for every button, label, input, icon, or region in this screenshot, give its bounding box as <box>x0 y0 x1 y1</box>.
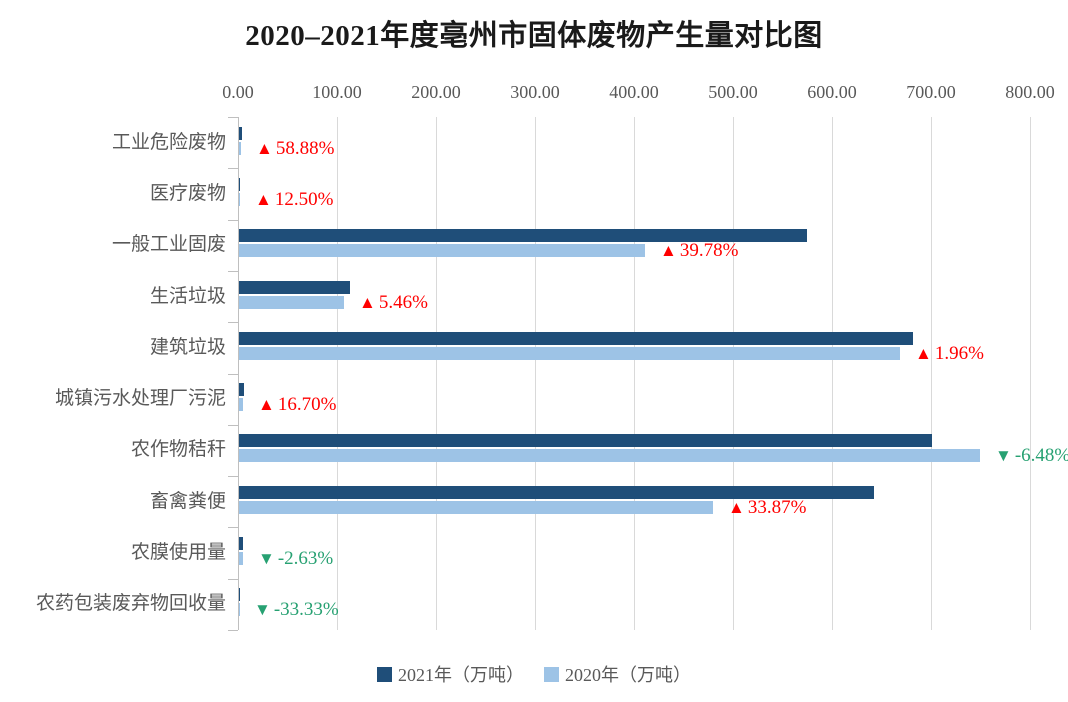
bar-2020 <box>239 142 241 155</box>
legend-swatch-2020 <box>544 666 559 682</box>
category-label: 医疗废物 <box>149 183 226 204</box>
change-value: 33.87% <box>747 497 807 518</box>
category-axis-tick <box>228 117 238 118</box>
gridline <box>337 117 338 630</box>
bar-2021 <box>239 537 243 550</box>
bar-2020 <box>239 552 243 565</box>
gridline <box>1030 117 1031 630</box>
change-annotation: ▲ 1.96% <box>915 343 984 364</box>
change-annotation: ▲ 58.88% <box>256 138 335 159</box>
x-tick-label: 400.00 <box>609 82 659 102</box>
change-value: 58.88% <box>275 138 335 159</box>
category-label: 一般工业固废 <box>111 234 226 255</box>
bar-2021 <box>239 332 914 345</box>
change-value: 12.50% <box>274 189 334 210</box>
legend: 2021年（万吨） 2020年（万吨） <box>0 661 1068 687</box>
up-triangle-icon: ▲ <box>255 190 272 209</box>
category-label: 农膜使用量 <box>130 542 226 563</box>
legend-swatch-2021 <box>377 666 392 682</box>
category-label: 畜禽粪便 <box>149 491 226 512</box>
bar-2020 <box>239 501 714 514</box>
x-tick-label: 300.00 <box>510 82 560 102</box>
change-value: 5.46% <box>378 292 428 313</box>
change-annotation: ▲ 33.87% <box>728 497 807 518</box>
category-axis-tick <box>228 220 238 221</box>
up-triangle-icon: ▲ <box>728 498 745 517</box>
change-annotation: ▲ 5.46% <box>359 292 428 313</box>
gridline <box>535 117 536 630</box>
bar-2021 <box>239 434 932 447</box>
bar-2020 <box>239 347 901 360</box>
up-triangle-icon: ▲ <box>660 241 677 260</box>
change-value: 16.70% <box>277 394 337 415</box>
up-triangle-icon: ▲ <box>256 139 273 158</box>
value-axis-line <box>238 117 239 630</box>
change-annotation: ▼ -2.63% <box>258 548 334 569</box>
legend-item-2020: 2020年（万吨） <box>544 661 691 687</box>
change-annotation: ▲ 12.50% <box>255 189 334 210</box>
gridline <box>436 117 437 630</box>
x-tick-label: 500.00 <box>708 82 758 102</box>
bar-2020 <box>239 193 240 206</box>
change-value: -6.48% <box>1014 445 1068 466</box>
category-axis-tick <box>228 527 238 528</box>
category-axis-tick <box>228 579 238 580</box>
category-axis-tick <box>228 425 238 426</box>
bar-2020 <box>239 449 980 462</box>
change-value: 39.78% <box>679 240 739 261</box>
category-axis-tick <box>228 322 238 323</box>
category-axis-tick <box>228 374 238 375</box>
category-axis-tick <box>228 168 238 169</box>
down-triangle-icon: ▼ <box>258 549 275 568</box>
bar-2020 <box>239 244 646 257</box>
x-tick-label: 0.00 <box>222 82 254 102</box>
legend-item-2021: 2021年（万吨） <box>377 661 524 687</box>
gridline <box>931 117 932 630</box>
bar-2021 <box>239 486 875 499</box>
gridline <box>832 117 833 630</box>
gridline <box>733 117 734 630</box>
up-triangle-icon: ▲ <box>915 344 932 363</box>
change-value: -2.63% <box>277 548 334 569</box>
down-triangle-icon: ▼ <box>995 446 1012 465</box>
bar-2021 <box>239 178 240 191</box>
legend-label-2021: 2021年（万吨） <box>398 665 524 685</box>
x-tick-label: 600.00 <box>807 82 857 102</box>
change-annotation: ▲ 39.78% <box>660 240 739 261</box>
gridline <box>634 117 635 630</box>
change-annotation: ▼ -6.48% <box>995 445 1068 466</box>
bar-2021 <box>239 127 242 140</box>
category-label: 工业危险废物 <box>111 132 226 153</box>
bar-2020 <box>239 398 244 411</box>
x-tick-label: 700.00 <box>906 82 956 102</box>
category-label: 生活垃圾 <box>149 286 226 307</box>
category-axis-tick <box>228 476 238 477</box>
category-label: 农作物秸秆 <box>130 439 226 460</box>
up-triangle-icon: ▲ <box>359 293 376 312</box>
x-tick-label: 800.00 <box>1005 82 1055 102</box>
change-annotation: ▲ 16.70% <box>258 394 337 415</box>
category-label: 农药包装废弃物回收量 <box>35 593 226 614</box>
bar-2020 <box>239 296 345 309</box>
down-triangle-icon: ▼ <box>254 600 271 619</box>
change-value: -33.33% <box>273 599 339 620</box>
category-axis-tick <box>228 630 238 631</box>
chart-title: 2020–2021年度亳州市固体废物产生量对比图 <box>245 20 823 52</box>
legend-label-2020: 2020年（万吨） <box>565 665 691 685</box>
change-value: 1.96% <box>934 343 984 364</box>
category-axis-tick <box>228 271 238 272</box>
x-tick-label: 100.00 <box>312 82 362 102</box>
x-tick-label: 200.00 <box>411 82 461 102</box>
change-annotation: ▼ -33.33% <box>254 599 339 620</box>
up-triangle-icon: ▲ <box>258 395 275 414</box>
bar-2021 <box>239 229 807 242</box>
bar-2021 <box>239 383 244 396</box>
category-label: 城镇污水处理厂污泥 <box>54 388 226 409</box>
bar-2021 <box>239 281 350 294</box>
category-label: 建筑垃圾 <box>149 337 226 358</box>
